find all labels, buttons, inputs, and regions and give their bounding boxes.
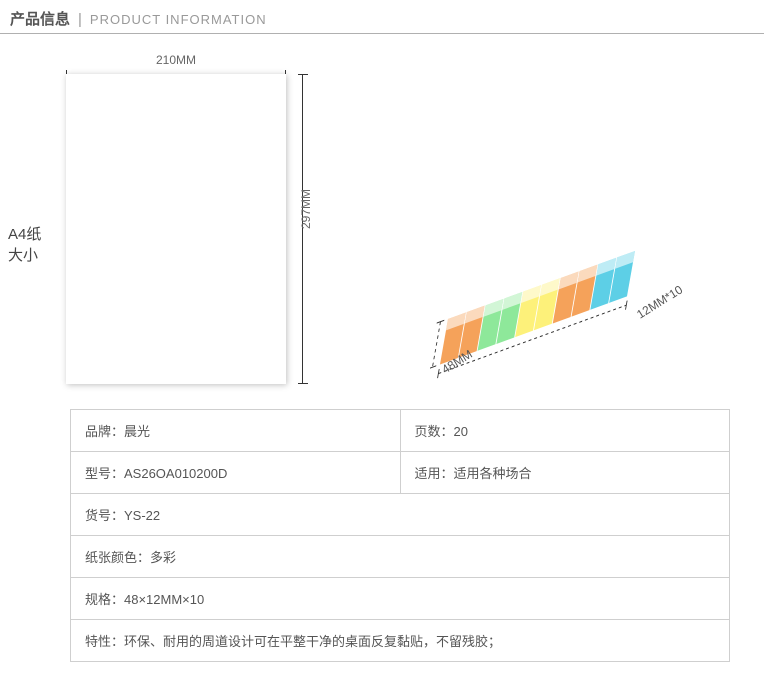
cell-color: 纸张颜色：多彩 bbox=[71, 536, 730, 578]
a4-sheet bbox=[66, 74, 286, 384]
table-row: 型号：AS26OA010200D 适用：适用各种场合 bbox=[71, 452, 730, 494]
header-title-cn: 产品信息 bbox=[10, 8, 70, 29]
header-divider: | bbox=[78, 11, 82, 28]
cell-usage: 适用：适用各种场合 bbox=[400, 452, 730, 494]
cell-item-no: 货号：YS-22 bbox=[71, 494, 730, 536]
sticky-svg: 12MM*10 48MM bbox=[430, 199, 710, 399]
table-row: 纸张颜色：多彩 bbox=[71, 536, 730, 578]
cell-brand: 品牌：晨光 bbox=[71, 410, 401, 452]
product-info-table: 品牌：晨光 页数：20 型号：AS26OA010200D 适用：适用各种场合 货… bbox=[70, 409, 730, 662]
table-row: 货号：YS-22 bbox=[71, 494, 730, 536]
a4-width-dimension: 210MM bbox=[66, 52, 286, 67]
a4-width-label: 210MM bbox=[156, 53, 196, 67]
a4-height-line bbox=[302, 74, 303, 384]
table-row: 特性：环保、耐用的周道设计可在平整干净的桌面反复黏贴，不留残胶； bbox=[71, 620, 730, 662]
a4-label-line2: 大小 bbox=[8, 245, 41, 266]
diagram-region: A4纸 大小 210MM 297MM 12MM*10 bbox=[0, 34, 764, 404]
a4-height-dimension: 297MM bbox=[296, 74, 326, 384]
a4-height-label: 297MM bbox=[299, 189, 313, 229]
header-title-en: PRODUCT INFORMATION bbox=[90, 12, 267, 27]
sticky-long-dim-label: 12MM*10 bbox=[634, 282, 685, 321]
cell-model: 型号：AS26OA010200D bbox=[71, 452, 401, 494]
dim-tick bbox=[298, 383, 308, 384]
cell-spec: 规格：48×12MM×10 bbox=[71, 578, 730, 620]
section-header: 产品信息 | PRODUCT INFORMATION bbox=[0, 0, 764, 34]
cell-pages: 页数：20 bbox=[400, 410, 730, 452]
sticky-notes-diagram: 12MM*10 48MM bbox=[430, 199, 710, 399]
a4-label-line1: A4纸 bbox=[8, 224, 41, 245]
a4-size-label: A4纸 大小 bbox=[8, 224, 41, 266]
dim-tick bbox=[298, 74, 308, 75]
table-row: 规格：48×12MM×10 bbox=[71, 578, 730, 620]
cell-feature: 特性：环保、耐用的周道设计可在平整干净的桌面反复黏贴，不留残胶； bbox=[71, 620, 730, 662]
table-row: 品牌：晨光 页数：20 bbox=[71, 410, 730, 452]
